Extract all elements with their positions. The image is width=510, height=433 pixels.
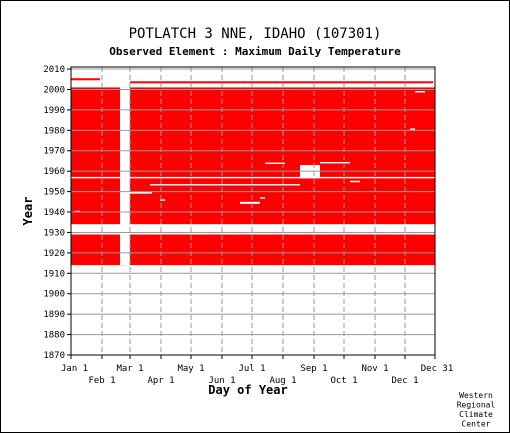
y-tick-label: 1960 (43, 167, 65, 177)
missing-block (350, 180, 360, 183)
chart-title: POTLATCH 3 NNE, IDAHO (107301) (129, 26, 382, 42)
x-tick-label: Mar 1 (116, 364, 143, 374)
x-axis-label: Day of Year (208, 383, 287, 397)
missing-block (300, 165, 320, 179)
missing-block (160, 199, 165, 201)
missing-block (415, 91, 425, 93)
plot-area (70, 66, 436, 356)
missing-block (260, 197, 265, 199)
missing-block (130, 191, 152, 194)
y-tick-label: 1980 (43, 126, 65, 136)
x-axis: Jan 1 Mar 1 May 1 Jul 1 Sep 1 Nov 1 Dec 31 Feb … (61, 355, 453, 386)
y-tick-label: 2000 (43, 85, 65, 95)
y-tick-label: 1880 (43, 331, 65, 341)
x-tick-label: Sep 1 (300, 364, 327, 374)
missing-block (240, 201, 260, 204)
x-tick-label: Feb 1 (88, 376, 115, 386)
missing-block (71, 231, 435, 235)
credit-line: Climate (459, 410, 493, 419)
credit-line: Western (459, 391, 493, 400)
y-tick-label: 1920 (43, 249, 65, 259)
missing-block (410, 128, 415, 130)
y-axis-label: Year (21, 197, 35, 226)
missing-block (320, 161, 350, 164)
y-tick-label: 2010 (43, 65, 65, 75)
x-tick-label: Oct 1 (330, 376, 357, 386)
y-axis: 2010 2000 1990 1980 1970 1960 1950 1940 1930 1920… (43, 65, 71, 361)
y-tick-label: 1950 (43, 188, 65, 198)
data-block (71, 234, 435, 266)
missing-block (120, 87, 130, 266)
grid-layer (71, 67, 435, 355)
y-tick-label: 1910 (43, 269, 65, 279)
x-tick-label: Jan 1 (61, 364, 88, 374)
x-tick-label: May 1 (177, 364, 204, 374)
missing-block (71, 176, 435, 179)
missing-block (265, 162, 285, 165)
y-tick-label: 1970 (43, 147, 65, 157)
x-tick-label: Aug 1 (269, 376, 296, 386)
x-tick-label: Dec 31 (421, 364, 454, 374)
missing-block (320, 224, 435, 227)
x-tick-label: Apr 1 (147, 376, 174, 386)
y-tick-label: 1990 (43, 106, 65, 116)
data-block (130, 81, 433, 84)
missing-block (71, 224, 295, 229)
y-tick-label: 1890 (43, 310, 65, 320)
x-tick-label: Jun 1 (208, 376, 235, 386)
data-block (71, 78, 100, 81)
x-tick-label: Nov 1 (361, 364, 388, 374)
x-tick-label: Jul 1 (238, 364, 265, 374)
y-tick-label: 1940 (43, 208, 65, 218)
plot-border (70, 66, 436, 356)
y-tick-label: 1930 (43, 228, 65, 238)
credit-line: Regional (457, 401, 496, 410)
y-tick-label: 1870 (43, 351, 65, 361)
missing-block (150, 184, 300, 186)
credit-line: Center (462, 420, 491, 429)
y-tick-label: 1900 (43, 290, 65, 300)
missing-block (295, 224, 320, 232)
x-tick-label: Dec 1 (391, 376, 418, 386)
chart-subtitle: Observed Element : Maximum Daily Tempera… (109, 45, 401, 58)
data-layer (71, 78, 435, 266)
